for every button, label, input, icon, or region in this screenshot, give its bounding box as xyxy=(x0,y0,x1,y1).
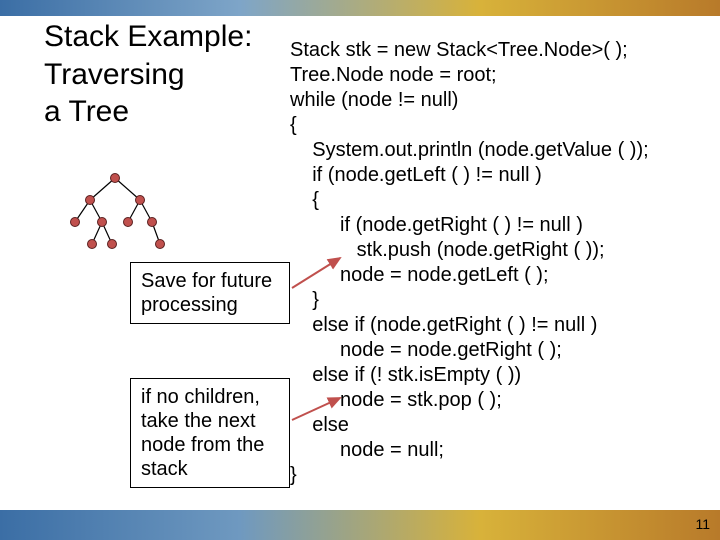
slide-title: Stack Example:Traversinga Tree xyxy=(44,18,252,131)
arrow-save xyxy=(284,250,348,296)
callout-no-children: if no children,take the nextnode from th… xyxy=(130,378,290,488)
bg-top-stripe xyxy=(0,0,720,16)
arrow-nochild xyxy=(284,390,348,428)
page-number: 11 xyxy=(695,516,710,532)
bg-bottom-stripe xyxy=(0,510,720,540)
tree-diagram xyxy=(60,170,170,260)
callout-save-future: Save for futureprocessing xyxy=(130,262,290,324)
slide: Stack Example:Traversinga Tree Stack stk… xyxy=(0,0,720,540)
